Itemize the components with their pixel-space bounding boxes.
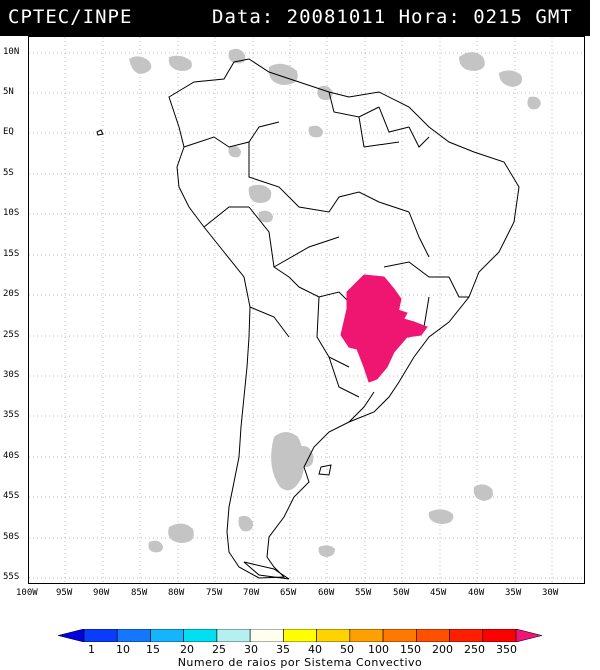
lon-label: 30W: [542, 588, 559, 598]
colorbar-segment: [283, 629, 317, 642]
colorbar-tick: 30: [244, 643, 258, 656]
colorbar-tick: 35: [276, 643, 290, 656]
colorbar-segment: [515, 629, 542, 642]
lat-label: 30S: [3, 370, 20, 380]
lon-label: 90W: [93, 588, 110, 598]
south-america-coastline: [168, 58, 520, 579]
tierra-del-fuego: [243, 561, 290, 580]
colorbar-segment: [449, 629, 484, 642]
lat-label: 5N: [3, 87, 14, 97]
colorbar-tick: 20: [180, 643, 194, 656]
lat-lon-grid: [29, 37, 584, 583]
cloud-cover: [129, 48, 541, 557]
lon-label: 40W: [468, 588, 485, 598]
convective-system: [340, 274, 428, 383]
map-frame: [28, 36, 585, 584]
lon-label: 45W: [430, 588, 447, 598]
lon-label: 95W: [56, 588, 73, 598]
colorbar-tick: 50: [340, 643, 354, 656]
colorbar-segment: [249, 629, 284, 642]
colorbar-tick: 150: [400, 643, 421, 656]
lon-label: 70W: [243, 588, 260, 598]
country-borders: [183, 91, 469, 423]
colorbar-segment: [216, 629, 251, 642]
lat-label: 40S: [3, 451, 20, 461]
lon-label: 35W: [505, 588, 522, 598]
lat-label: 20S: [3, 289, 20, 299]
colorbar-tick: 25: [212, 643, 226, 656]
lat-label: 35S: [3, 410, 20, 420]
lat-label: 10S: [3, 208, 20, 218]
colorbar-segment: [150, 629, 184, 642]
falklands: [318, 464, 332, 476]
colorbar-segment: [316, 629, 351, 642]
lon-label: 75W: [206, 588, 223, 598]
colorbar-segment: [183, 629, 218, 642]
lon-label: 65W: [280, 588, 297, 598]
colorbar: [58, 629, 542, 642]
colorbar-segment: [58, 629, 85, 642]
lon-label: 50W: [393, 588, 410, 598]
colorbar-segment: [83, 629, 118, 642]
colorbar-segment: [116, 629, 151, 642]
lon-label: 80W: [168, 588, 185, 598]
lon-label: 55W: [355, 588, 372, 598]
colorbar-segment: [416, 629, 450, 642]
south-america-map: [29, 37, 584, 583]
colorbar-title: Numero de raios por Sistema Convectivo: [177, 656, 423, 669]
lat-label: 15S: [3, 249, 20, 259]
source-label: CPTEC/INPE: [8, 6, 133, 28]
colorbar-tick: 15: [146, 643, 160, 656]
lat-label: 45S: [3, 491, 20, 501]
lat-label: 10N: [3, 47, 20, 57]
colorbar-segment: [382, 629, 417, 642]
lon-label: 85W: [131, 588, 148, 598]
colorbar-tick: 10: [116, 643, 130, 656]
colorbar-tick: 250: [464, 643, 485, 656]
lat-label: 25S: [3, 330, 20, 340]
lon-label: 60W: [318, 588, 335, 598]
colorbar-segment: [349, 629, 384, 642]
colorbar-tick: 100: [368, 643, 389, 656]
lon-label: 100W: [16, 588, 38, 598]
colorbar-segment: [482, 629, 517, 642]
galapagos: [96, 129, 104, 136]
lat-label: 50S: [3, 532, 20, 542]
colorbar-tick: 350: [496, 643, 517, 656]
lat-label: 5S: [3, 168, 14, 178]
coastlines-and-borders: [96, 58, 520, 580]
lat-label: 55S: [3, 572, 20, 582]
map-header: CPTEC/INPE Data: 20081011 Hora: 0215 GMT: [0, 0, 590, 36]
lat-label: EQ: [3, 127, 14, 137]
datetime-label: Data: 20081011 Hora: 0215 GMT: [212, 6, 573, 28]
colorbar-tick: 200: [432, 643, 453, 656]
colorbar-tick: 40: [308, 643, 322, 656]
colorbar-tick: 1: [88, 643, 95, 656]
